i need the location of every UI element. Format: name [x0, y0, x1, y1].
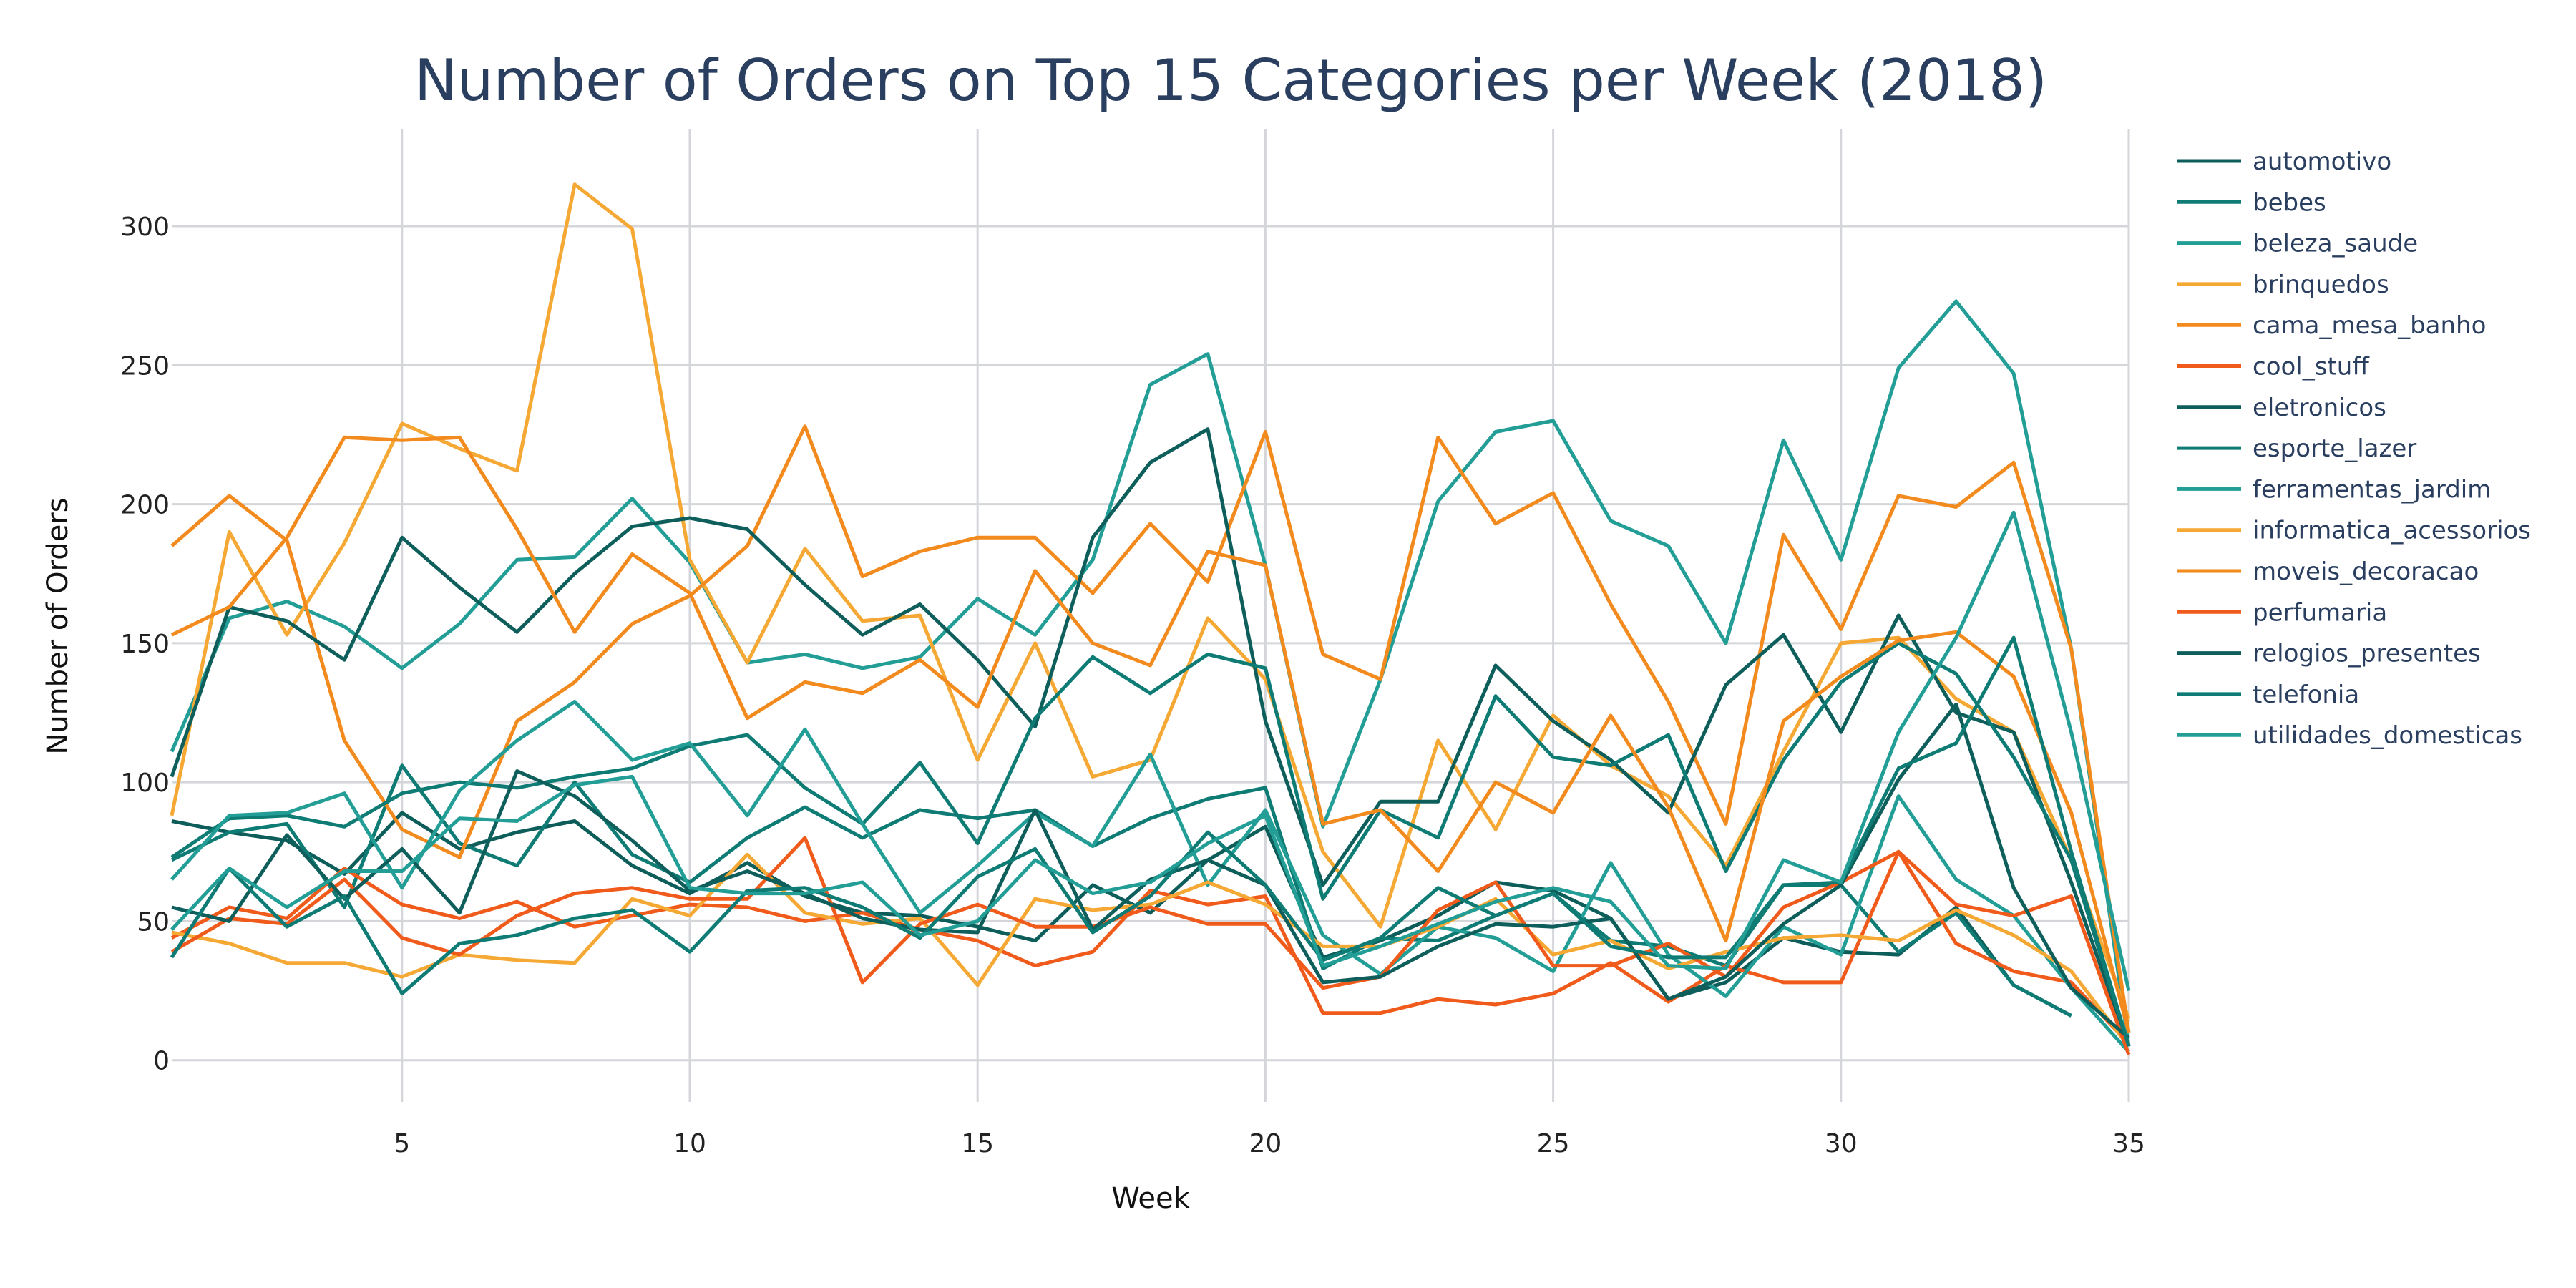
- series-line-cool-stuff: [170, 849, 2130, 1045]
- legend-label: brinquedos: [2253, 270, 2389, 299]
- legend-label: telefonia: [2253, 680, 2359, 709]
- x-tick-label: 30: [1825, 1129, 1858, 1158]
- y-tick-label: 300: [120, 213, 170, 242]
- legend-label: bebes: [2253, 188, 2326, 217]
- series-line-moveis-decoracao: [170, 435, 2131, 1033]
- y-axis-label: Number of Orders: [42, 497, 74, 754]
- legend-label: moveis_decoracao: [2253, 557, 2479, 586]
- series-line-telefonia: [170, 635, 2131, 1048]
- x-tick-label: 25: [1537, 1129, 1570, 1158]
- legend-item-eletronicos[interactable]: eletronicos: [2177, 394, 2386, 422]
- legend-item-esporte-lazer[interactable]: esporte_lazer: [2177, 434, 2416, 463]
- legend-item-automotivo[interactable]: automotivo: [2177, 147, 2391, 176]
- y-tick-label: 150: [120, 630, 170, 659]
- legend-item-moveis-decoracao[interactable]: moveis_decoracao: [2177, 557, 2479, 586]
- legend-label: relogios_presentes: [2253, 640, 2481, 668]
- y-tick-label: 0: [153, 1047, 170, 1076]
- legend-item-ferramentas-jardim[interactable]: ferramentas_jardim: [2177, 475, 2491, 504]
- y-tick-label: 50: [137, 907, 170, 937]
- x-tick-label: 15: [961, 1129, 994, 1158]
- legend-label: esporte_lazer: [2253, 434, 2416, 463]
- legend-label: utilidades_domesticas: [2253, 721, 2522, 750]
- legend-label: informatica_acessorios: [2253, 517, 2531, 545]
- x-axis-ticks: 5 10 15 20 25 30 35: [394, 1129, 2145, 1158]
- chart-title: Number of Orders on Top 15 Categories pe…: [414, 47, 2047, 114]
- series-line-esporte-lazer: [170, 641, 2131, 1048]
- x-tick-label: 35: [2112, 1129, 2145, 1158]
- legend-label: beleza_saude: [2253, 230, 2418, 258]
- legend-item-cool-stuff[interactable]: cool_stuff: [2177, 353, 2370, 381]
- y-tick-label: 200: [120, 491, 170, 520]
- series-line-informatica-acessorios: [171, 852, 2130, 1048]
- series-line-cama-mesa-banho: [170, 424, 2131, 1033]
- x-tick-label: 10: [673, 1129, 706, 1158]
- series-line-utilidades-domesticas: [170, 510, 2131, 992]
- series-line-perfumaria: [170, 836, 2131, 1055]
- x-tick-label: 5: [394, 1129, 410, 1158]
- legend-item-relogios-presentes[interactable]: relogios_presentes: [2177, 640, 2481, 668]
- legend-label: ferramentas_jardim: [2253, 475, 2491, 504]
- series-line-beleza-saude: [170, 299, 2131, 1047]
- legend-label: perfumaria: [2253, 598, 2387, 627]
- legend-item-brinquedos[interactable]: brinquedos: [2177, 270, 2389, 299]
- legend: automotivo bebes beleza_saude brinquedos cam…: [2177, 147, 2531, 750]
- legend-label: automotivo: [2253, 147, 2391, 176]
- x-tick-label: 20: [1249, 1129, 1282, 1158]
- series-line-relogios-presentes: [171, 702, 2130, 1040]
- legend-item-telefonia[interactable]: telefonia: [2177, 680, 2359, 709]
- series-line-bebes: [170, 763, 2072, 1018]
- legend-item-perfumaria[interactable]: perfumaria: [2177, 598, 2387, 627]
- series-line-brinquedos: [170, 182, 2131, 1020]
- legend-label: cama_mesa_banho: [2253, 311, 2486, 340]
- legend-item-informatica-acessorios[interactable]: informatica_acessorios: [2177, 517, 2531, 545]
- legend-item-cama-mesa-banho[interactable]: cama_mesa_banho: [2177, 311, 2486, 340]
- y-axis-ticks: 0 50 100 150 200 250 300: [120, 213, 170, 1076]
- legend-item-beleza-saude[interactable]: beleza_saude: [2177, 230, 2418, 258]
- legend-item-bebes[interactable]: bebes: [2177, 188, 2326, 217]
- x-axis-label: Week: [1111, 1182, 1190, 1215]
- series-lines: [170, 182, 2131, 1055]
- y-tick-label: 250: [120, 351, 170, 381]
- legend-label: eletronicos: [2253, 394, 2386, 422]
- series-line-eletronicos: [170, 427, 2131, 1048]
- legend-item-utilidades-domesticas[interactable]: utilidades_domesticas: [2177, 721, 2522, 750]
- legend-label: cool_stuff: [2253, 353, 2370, 381]
- y-tick-label: 100: [120, 769, 170, 798]
